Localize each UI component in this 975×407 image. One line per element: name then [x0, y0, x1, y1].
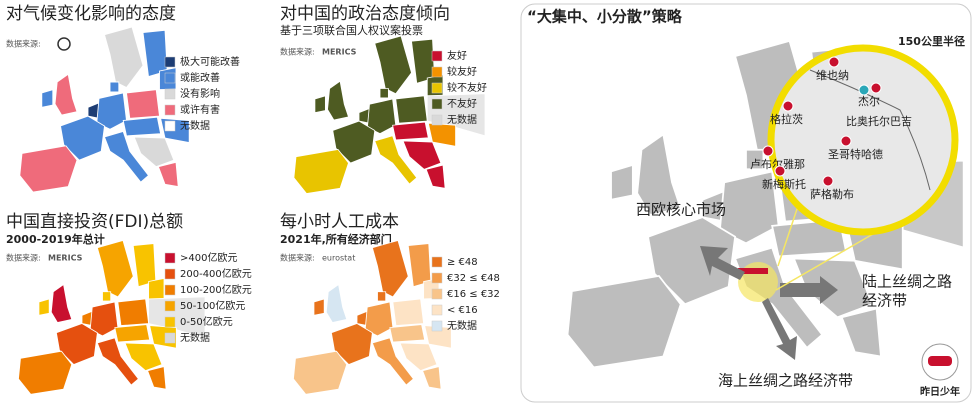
source-label: 数据来源: [6, 39, 41, 49]
city-pin [858, 84, 870, 96]
zoom-circle [767, 44, 959, 236]
arrow-land [780, 276, 838, 304]
city-label: 新梅斯托 [762, 177, 806, 191]
city-pin [782, 100, 794, 112]
legend-swatch [431, 50, 443, 62]
city-label: 卢布尔雅那 [750, 157, 805, 171]
source-logo [57, 37, 71, 51]
arrow-sea [762, 298, 797, 360]
legend-label: 较友好 [447, 65, 477, 78]
legend-label: 无数据 [180, 331, 210, 344]
focus-flag [738, 268, 768, 274]
legend-swatch [431, 66, 443, 78]
city-pin [774, 165, 786, 177]
legend-label: 较不友好 [447, 81, 487, 94]
panel-title: 每小时人工成本 [280, 212, 399, 232]
source-logo: MERICS [48, 254, 83, 263]
legend-label: 0-50亿欧元 [180, 315, 233, 328]
legend-swatch [431, 272, 443, 284]
radius-label: 150公里半径 [898, 34, 965, 48]
legend-label: 极大可能改善 [180, 55, 240, 68]
legend-label: < €16 [447, 305, 478, 316]
panel-subtitle: 基于三项联合国人权议案投票 [280, 23, 423, 37]
source-logo: MERICS [322, 48, 357, 57]
legend-label: 50-100亿欧元 [180, 299, 245, 312]
route-label: 陆上丝绸之路 [862, 273, 952, 291]
city-label: 比奥托尔巴吉 [846, 114, 912, 128]
legend-swatch [431, 304, 443, 316]
legend-swatch [164, 300, 176, 312]
city-label: 杰尔 [858, 95, 880, 108]
legend-label: 友好 [447, 49, 467, 62]
panel-subtitle: 2021年,所有经济部门 [280, 232, 392, 246]
legend-label: 或许有害 [180, 103, 220, 116]
city-pin [828, 56, 840, 68]
legend-label: 无数据 [447, 319, 477, 332]
legend-swatch [164, 72, 176, 84]
legend-swatch [164, 316, 176, 328]
panel-subtitle: 2000-2019年总计 [6, 232, 105, 246]
source-label: 数据来源: [280, 253, 315, 263]
border-line [809, 69, 931, 191]
city-label: 圣哥特哈德 [828, 147, 883, 161]
city-pin [822, 175, 834, 187]
legend-swatch [431, 320, 443, 332]
panel-title: 对中国的政治态度倾向 [280, 4, 450, 24]
city-label: 萨格勒布 [810, 187, 854, 201]
legend-label: 没有影响 [180, 87, 220, 100]
city-label: 格拉茨 [770, 112, 803, 126]
legend-swatch [431, 82, 443, 94]
legend-swatch [164, 284, 176, 296]
legend-swatch [431, 288, 443, 300]
panel-title: 中国直接投资(FDI)总额 [6, 212, 183, 232]
badge-text: 昨日少年 [920, 385, 960, 398]
city-pin [870, 82, 882, 94]
source-label: 数据来源: [280, 47, 315, 57]
legend-swatch [164, 56, 176, 68]
legend-label: 无数据 [447, 113, 477, 126]
city-label: 维也纳 [816, 69, 849, 82]
legend-swatch [431, 256, 443, 268]
route-label: 西欧核心市场 [636, 201, 726, 219]
city-pin [840, 135, 852, 147]
route-label: 海上丝绸之路经济带 [718, 372, 853, 390]
legend-label: 或能改善 [180, 71, 220, 84]
legend-swatch [164, 252, 176, 264]
panel-title: 对气候变化影响的态度 [6, 4, 176, 24]
legend-label: >400亿欧元 [180, 251, 237, 264]
legend-swatch [164, 268, 176, 280]
legend-label: €16 ≤ €32 [447, 289, 500, 300]
legend-swatch [164, 88, 176, 100]
badge-car [928, 356, 952, 366]
legend-label: 200-400亿欧元 [180, 267, 252, 280]
map [18, 240, 205, 395]
city-pin [762, 145, 774, 157]
source-logo: eurostat [322, 254, 355, 263]
legend-label: €32 ≤ €48 [447, 273, 500, 284]
zoom-line [777, 199, 801, 267]
legend-swatch [164, 332, 176, 344]
legend-label: 不友好 [447, 97, 477, 110]
route-label: 经济带 [862, 292, 907, 310]
legend-label: 无数据 [180, 119, 210, 132]
legend-label: ≥ €48 [447, 257, 478, 268]
strategy-title: “大集中、小分散”策略 [527, 8, 683, 26]
legend-label: 100-200亿欧元 [180, 283, 252, 296]
legend-swatch [431, 98, 443, 110]
zoom-line [775, 229, 881, 291]
source-label: 数据来源: [6, 253, 41, 263]
legend-swatch [164, 104, 176, 116]
legend-swatch [431, 114, 443, 126]
legend-swatch [164, 120, 176, 132]
arrow-west [700, 246, 745, 280]
